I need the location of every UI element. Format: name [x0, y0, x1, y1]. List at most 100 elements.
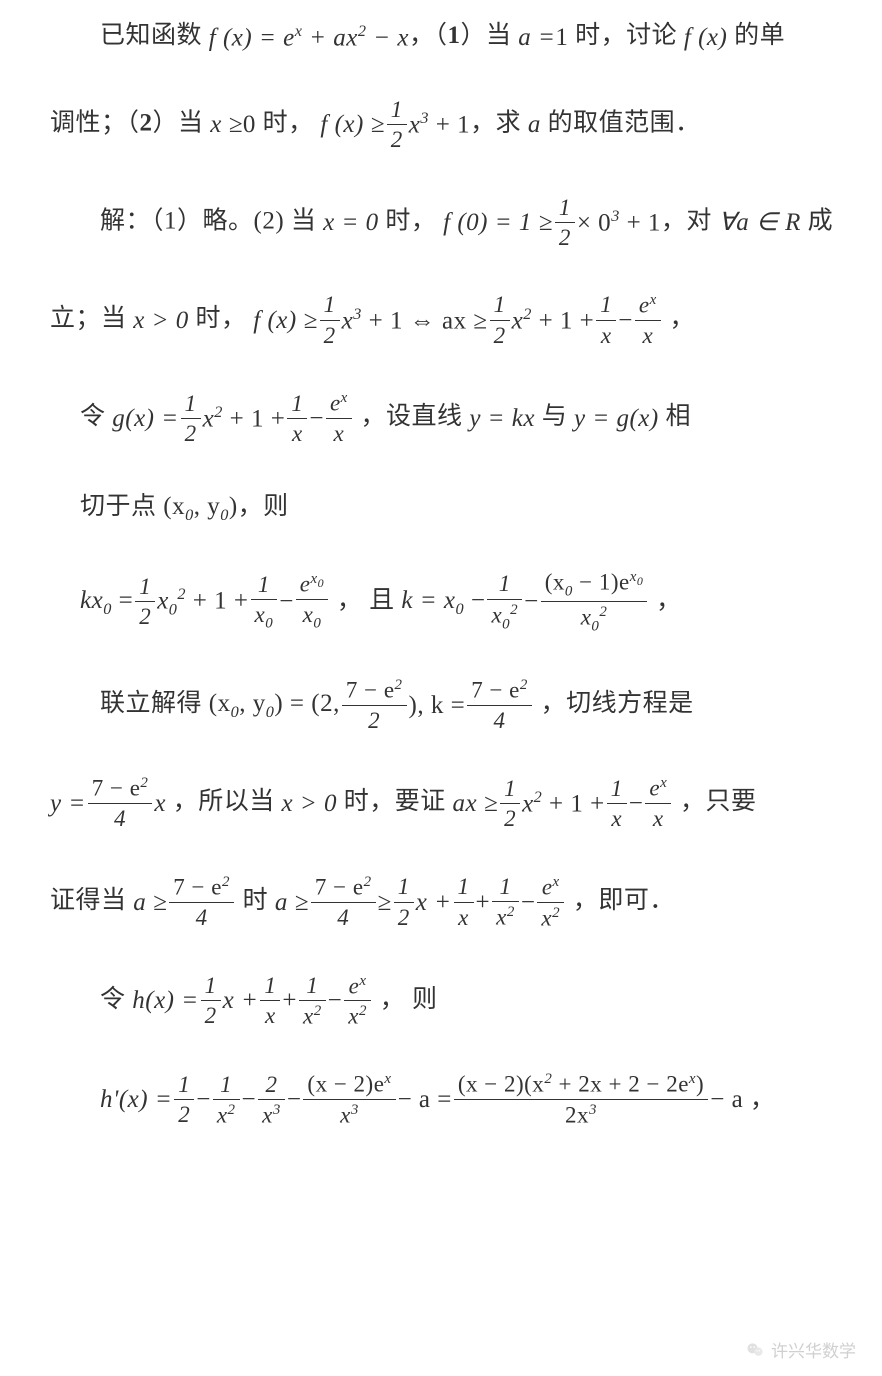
- t: ，求: [470, 109, 528, 136]
- t: 切于点: [80, 493, 163, 520]
- m: f (0) = 1 ≥: [443, 205, 553, 240]
- t: ，只要: [673, 788, 756, 815]
- fraction: 7 − e24: [311, 874, 376, 930]
- fraction: exx: [326, 390, 352, 446]
- t: 证得当: [50, 887, 133, 914]
- m: y =: [50, 786, 86, 821]
- line-9: y = 7 − e24 x ，所以当 x > 0 时，要证 ax ≥ 12x2 …: [50, 775, 852, 831]
- fraction: 1x: [454, 874, 474, 930]
- m: −: [629, 786, 644, 821]
- t: ， 且: [330, 587, 401, 614]
- line-1: 已知函数 f (x) = ex + ax2 − x ，（1）当 a = 1 时，…: [50, 18, 852, 55]
- t: 相: [659, 403, 691, 430]
- m: −: [242, 1082, 257, 1117]
- m: x +: [223, 983, 259, 1018]
- fraction: 7 − e22: [342, 677, 407, 733]
- line-4: 立；当 x > 0 时， f (x) ≥ 12x3 + 1 ⇔ ax ≥ 12x…: [50, 292, 852, 348]
- line-5: 令 g(x) = 12x2 + 1 + 1x − exx ，设直线 y = kx…: [50, 390, 852, 446]
- fraction: 1x2: [213, 1072, 240, 1128]
- t: ，: [663, 305, 695, 332]
- m: x: [154, 786, 166, 821]
- t: 与: [535, 403, 574, 430]
- line-11: 令 h(x) = 12x + 1x + 1x2 − exx2 ， 则: [50, 973, 852, 1030]
- fraction: 1x2: [299, 973, 326, 1029]
- t: 调性；（: [50, 109, 140, 136]
- m: f (x) = ex + ax2 − x: [209, 20, 409, 55]
- t: 时，要证: [337, 788, 453, 815]
- fraction: exx: [645, 775, 671, 831]
- fraction: exx2: [537, 874, 564, 931]
- t: ）当: [460, 22, 518, 49]
- m: x2 + 1 +: [522, 786, 605, 821]
- fraction: 12: [174, 1072, 194, 1128]
- line-7: kx0 = 12x02 + 1 + 1x0 − ex0x0 ， 且 k = x0…: [50, 569, 852, 635]
- fraction: 12: [135, 574, 155, 630]
- fraction: 1x: [596, 292, 616, 348]
- t: 2: [140, 109, 153, 136]
- fraction: 12: [500, 776, 520, 832]
- m: y = kx: [469, 401, 535, 436]
- t: 时，: [379, 207, 444, 234]
- m: h'(x) =: [100, 1082, 172, 1117]
- m: x3 + 1 ⇔ ax ≥: [342, 303, 488, 338]
- m: y = g(x): [574, 401, 659, 436]
- t: 时，讨论: [568, 22, 684, 49]
- line-12: h'(x) = 12 − 1x2 − 2x3 − (x − 2)exx3 − a…: [50, 1071, 852, 1128]
- m: x2 + 1 +: [203, 401, 286, 436]
- m: ∀a ∈ R: [719, 205, 801, 240]
- fraction: (x − 2)exx3: [303, 1071, 395, 1128]
- m: x = 0: [323, 205, 378, 240]
- fraction: 1x: [287, 391, 307, 447]
- m: x2 + 1 +: [512, 303, 595, 338]
- m: +: [282, 983, 297, 1018]
- t: ，设直线: [354, 403, 470, 430]
- m: x02 + 1 +: [157, 583, 248, 621]
- fraction: exx: [635, 292, 661, 348]
- line-6: 切于点 (x0, y0)，则: [50, 489, 852, 527]
- m: x +: [416, 885, 452, 920]
- m: a =: [518, 20, 555, 55]
- wechat-icon: [745, 1340, 765, 1360]
- m: f (x) ≥: [253, 303, 317, 338]
- m: a: [528, 107, 541, 142]
- fraction: (x − 2)(x2 + 2x + 2 − 2ex)2x3: [454, 1071, 708, 1128]
- t: ，对: [661, 207, 719, 234]
- t: 令: [80, 403, 112, 430]
- fraction: 12: [387, 97, 407, 153]
- m: −: [618, 303, 633, 338]
- t: 的取值范围．: [541, 109, 701, 136]
- t: ，切线方程是: [534, 690, 694, 717]
- t: 的单: [727, 22, 785, 49]
- m: −: [309, 401, 324, 436]
- t: ，（: [409, 22, 448, 49]
- fraction: 2x3: [258, 1072, 285, 1128]
- t: 立；当: [50, 305, 133, 332]
- m: ), k =: [409, 688, 466, 723]
- fraction: 1x2: [492, 874, 519, 930]
- t: 解：（1）略。(2) 当: [100, 207, 323, 234]
- m: h(x) =: [132, 983, 198, 1018]
- t: ，: [649, 587, 681, 614]
- m: (x0, y0): [163, 489, 237, 527]
- m: g(x) =: [112, 401, 178, 436]
- fraction: 1x0: [251, 572, 278, 632]
- line-10: 证得当 a ≥ 7 − e24 时 a ≥ 7 − e24 ≥ 12x + 1x…: [50, 874, 852, 931]
- m: × 03 + 1: [577, 205, 661, 240]
- line-3: 解：（1）略。(2) 当 x = 0 时， f (0) = 1 ≥ 12 × 0…: [50, 195, 852, 251]
- m: k = x0 −: [401, 583, 485, 621]
- fraction: (x0 − 1)ex0x02: [541, 569, 648, 635]
- t: ）当: [153, 109, 211, 136]
- m: x ≥: [210, 107, 243, 142]
- m: x3 + 1: [409, 107, 470, 142]
- t: ，则: [238, 493, 289, 520]
- m: − a =: [398, 1082, 452, 1117]
- fraction: 12: [181, 391, 201, 447]
- t: 1: [447, 22, 460, 49]
- line-8: 联立解得 (x0, y0) = (2, 7 − e22), k = 7 − e2…: [50, 677, 852, 733]
- t: 成: [801, 207, 833, 234]
- m: x > 0: [282, 786, 337, 821]
- m: ≥: [378, 885, 392, 920]
- t: 联立解得: [100, 690, 209, 717]
- m: f (x): [684, 20, 727, 55]
- m: kx0 =: [80, 583, 133, 621]
